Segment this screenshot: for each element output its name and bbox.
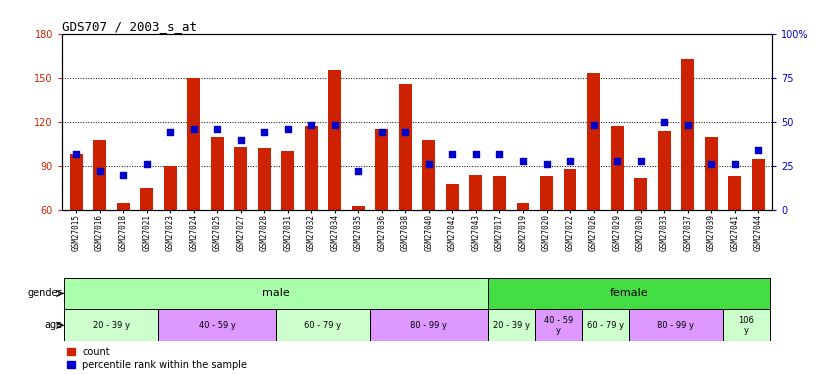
Point (516, 158, 529, 164)
Point (164, 129, 177, 135)
Bar (563, 169, 577, 210)
Bar (487, 278, 770, 309)
Bar (140, 188, 153, 210)
Point (328, 122, 341, 128)
Bar (681, 59, 694, 210)
Bar (540, 176, 553, 210)
Bar (258, 148, 271, 210)
Point (187, 126, 200, 132)
Bar (211, 136, 224, 210)
Text: 20 - 39 y: 20 - 39 y (93, 321, 130, 330)
Bar (587, 74, 600, 210)
Bar (93, 140, 106, 210)
Text: 60 - 79 y: 60 - 79 y (305, 321, 342, 330)
Point (657, 119, 671, 125)
Point (705, 161, 718, 167)
Text: 60 - 79 y: 60 - 79 y (586, 321, 624, 330)
Bar (516, 202, 529, 210)
Bar (64, 278, 487, 309)
Point (446, 151, 459, 157)
Text: GDS707 / 2003_s_at: GDS707 / 2003_s_at (62, 20, 197, 33)
Point (116, 172, 130, 178)
Bar (487, 309, 534, 341)
Bar (657, 131, 671, 210)
Text: 80 - 99 y: 80 - 99 y (657, 321, 695, 330)
Point (587, 122, 601, 128)
Point (281, 126, 294, 132)
Bar (582, 309, 629, 341)
Bar (705, 136, 718, 210)
Bar (116, 202, 130, 210)
Point (422, 161, 435, 167)
Bar (729, 176, 741, 210)
Point (540, 161, 553, 167)
Bar (469, 175, 482, 210)
Bar (188, 78, 200, 210)
Point (234, 136, 247, 142)
Legend: count, percentile rank within the sample: count, percentile rank within the sample (67, 347, 247, 370)
Point (375, 129, 388, 135)
Bar (159, 309, 276, 341)
Point (728, 161, 741, 167)
Bar (305, 126, 318, 210)
Text: 106
y: 106 y (738, 316, 754, 335)
Point (305, 122, 318, 128)
Point (493, 151, 506, 157)
Point (352, 168, 365, 174)
Point (140, 161, 154, 167)
Bar (69, 154, 83, 210)
Bar (629, 309, 723, 341)
Text: 80 - 99 y: 80 - 99 y (411, 321, 448, 330)
Point (563, 158, 577, 164)
Point (93, 168, 107, 174)
Bar (422, 140, 435, 210)
Text: male: male (262, 288, 290, 298)
Point (469, 151, 482, 157)
Point (752, 147, 765, 153)
Point (634, 158, 648, 164)
Bar (399, 84, 412, 210)
Bar (329, 70, 341, 210)
Bar (534, 309, 582, 341)
Bar (723, 309, 770, 341)
Point (211, 126, 224, 132)
Point (69, 151, 83, 157)
Bar (610, 126, 624, 210)
Point (610, 158, 624, 164)
Point (681, 122, 694, 128)
Text: 40 - 59 y: 40 - 59 y (199, 321, 235, 330)
Bar (493, 176, 506, 210)
Bar (375, 129, 388, 210)
Bar (634, 178, 647, 210)
Bar (64, 309, 159, 341)
Bar (370, 309, 487, 341)
Bar (276, 309, 370, 341)
Bar (164, 166, 177, 210)
Text: gender: gender (28, 288, 63, 298)
Text: 20 - 39 y: 20 - 39 y (493, 321, 529, 330)
Bar (282, 151, 294, 210)
Text: age: age (45, 320, 63, 330)
Bar (235, 147, 247, 210)
Point (258, 129, 271, 135)
Point (399, 129, 412, 135)
Bar (446, 184, 459, 210)
Text: female: female (610, 288, 648, 298)
Text: 40 - 59
y: 40 - 59 y (544, 316, 573, 335)
Bar (352, 206, 365, 210)
Bar (752, 159, 765, 210)
